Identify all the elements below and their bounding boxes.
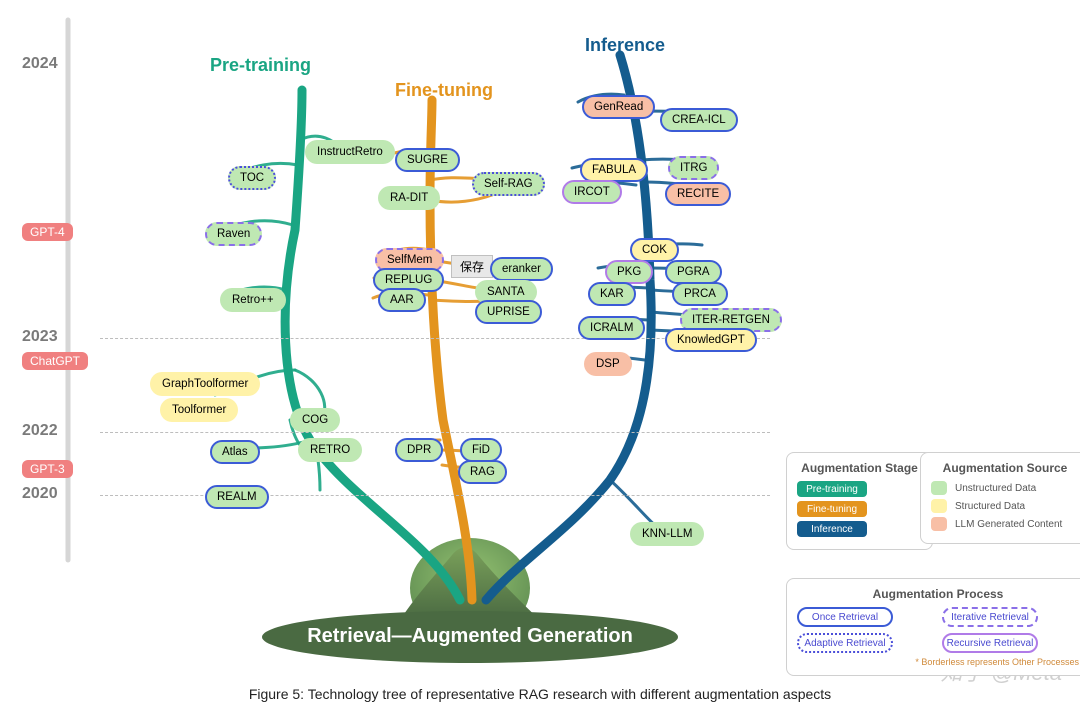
method-node: PKG — [605, 260, 653, 284]
legend-label: LLM Generated Content — [955, 519, 1062, 530]
legend-box: Augmentation Process Once Retrieval Iterat… — [786, 578, 1080, 676]
method-node: UPRISE — [475, 300, 542, 324]
method-node: eranker — [490, 257, 553, 281]
method-node: DPR — [395, 438, 443, 462]
legend-box: Augmentation Source Unstructured Data Stru… — [920, 452, 1080, 544]
method-node: FiD — [460, 438, 502, 462]
legend-item: Inference — [797, 521, 922, 537]
method-node: DSP — [584, 352, 632, 376]
method-node: REALM — [205, 485, 269, 509]
method-node: COG — [290, 408, 340, 432]
method-node: AAR — [378, 288, 426, 312]
legend-item: LLM Generated Content — [931, 517, 1079, 531]
method-node: TOC — [228, 166, 276, 190]
legend-title: Augmentation Source — [931, 461, 1079, 475]
legend-swatch — [931, 517, 947, 531]
method-node: RECITE — [665, 182, 731, 206]
year-label: 2023 — [22, 328, 58, 346]
legend-pill: Adaptive Retrieval — [797, 633, 893, 653]
legend-item: Adaptive Retrieval — [797, 633, 934, 653]
figure-caption: Figure 5: Technology tree of representat… — [0, 686, 1080, 702]
save-button[interactable]: 保存 — [451, 255, 493, 278]
legend-pill: Iterative Retrieval — [942, 607, 1038, 627]
legend-title: Augmentation Process — [797, 587, 1079, 601]
method-node: Self-RAG — [472, 172, 545, 196]
method-node: IRCOT — [562, 180, 622, 204]
year-gridline — [100, 495, 770, 496]
year-label: 2020 — [22, 485, 58, 503]
method-node: COK — [630, 238, 679, 262]
method-node: CREA-ICL — [660, 108, 738, 132]
legend-label: Structured Data — [955, 501, 1025, 512]
milestone-badge: ChatGPT — [22, 352, 88, 370]
legend-swatch: Inference — [797, 521, 867, 537]
method-node: RETRO — [298, 438, 362, 462]
method-node: Toolformer — [160, 398, 238, 422]
year-label: 2022 — [22, 422, 58, 440]
trunk-title: Retrieval—Augmented Generation — [300, 625, 640, 648]
legend-item: Once Retrieval — [797, 607, 934, 627]
legend-item: Fine-tuning — [797, 501, 922, 517]
year-gridline — [100, 432, 770, 433]
legend-item: Structured Data — [931, 499, 1079, 513]
method-node: RA-DIT — [378, 186, 440, 210]
legend-item: Unstructured Data — [931, 481, 1079, 495]
method-node: PRCA — [672, 282, 728, 306]
legend-title: Augmentation Stage — [797, 461, 922, 475]
method-node: ITRG — [668, 156, 719, 180]
legend-item: Pre-training — [797, 481, 922, 497]
branch-title-pretraining: Pre-training — [210, 55, 311, 76]
method-node: Atlas — [210, 440, 260, 464]
legend-pill: Recursive Retrieval — [942, 633, 1038, 653]
milestone-badge: GPT-3 — [22, 460, 73, 478]
method-node: KNN-LLM — [630, 522, 704, 546]
legend-swatch: Fine-tuning — [797, 501, 867, 517]
legend-box: Augmentation Stage Pre-training Fine-tunin… — [786, 452, 933, 550]
milestone-badge: GPT-4 — [22, 223, 73, 241]
legend-label: Unstructured Data — [955, 483, 1036, 494]
legend-swatch — [931, 499, 947, 513]
method-node: ICRALM — [578, 316, 645, 340]
branch-title-finetuning: Fine-tuning — [395, 80, 493, 101]
legend-pill: Once Retrieval — [797, 607, 893, 627]
legend-item: Recursive Retrieval — [942, 633, 1079, 653]
legend-swatch — [931, 481, 947, 495]
method-node: KAR — [588, 282, 636, 306]
year-label: 2024 — [22, 55, 58, 73]
method-node: GenRead — [582, 95, 655, 119]
method-node: InstructRetro — [305, 140, 395, 164]
legend-swatch: Pre-training — [797, 481, 867, 497]
method-node: FABULA — [580, 158, 648, 182]
method-node: GraphToolformer — [150, 372, 260, 396]
method-node: SUGRE — [395, 148, 460, 172]
legend-note: * Borderless represents Other Processes — [797, 657, 1079, 667]
method-node: Retro++ — [220, 288, 286, 312]
legend-item: Iterative Retrieval — [942, 607, 1079, 627]
method-node: RAG — [458, 460, 507, 484]
method-node: Raven — [205, 222, 262, 246]
diagram-stage: 保存 Figure 5: Technology tree of represen… — [0, 0, 1080, 719]
method-node: PGRA — [665, 260, 722, 284]
method-node: KnowledGPT — [665, 328, 757, 352]
legend-grid: Once Retrieval Iterative Retrieval Adaptiv… — [797, 607, 1079, 653]
branch-title-inference: Inference — [585, 35, 665, 56]
